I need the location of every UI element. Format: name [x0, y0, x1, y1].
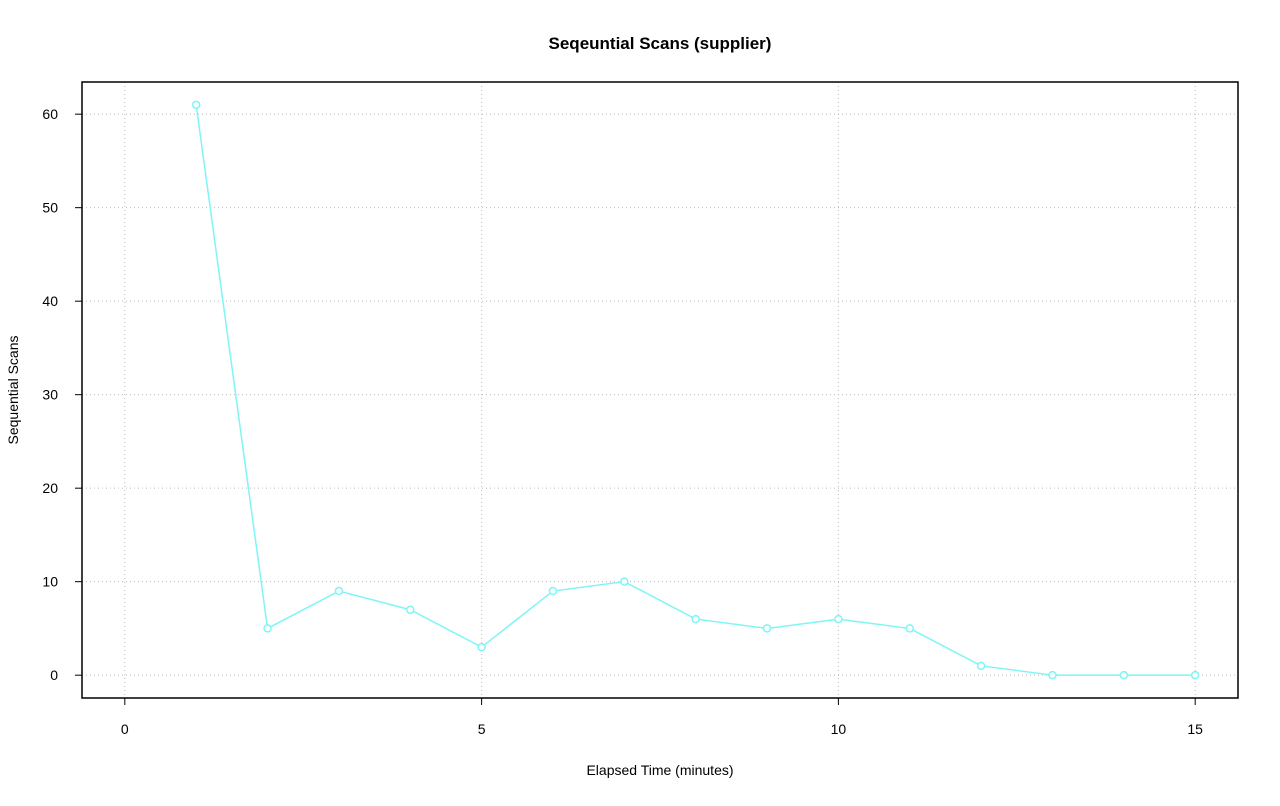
- point: [762, 624, 772, 633]
- point: [548, 586, 558, 596]
- y-tick-label: 30: [42, 387, 58, 403]
- point: [620, 577, 629, 586]
- line: [195, 104, 1196, 676]
- point: [1048, 670, 1057, 680]
- y-axis-label: Sequential Scans: [5, 336, 21, 445]
- point: [477, 642, 486, 652]
- point: [1190, 670, 1200, 680]
- x-tick-label: 5: [478, 721, 486, 737]
- x-tick-label: 15: [1187, 721, 1203, 737]
- point: [976, 661, 986, 671]
- y-tick-label: 20: [42, 480, 58, 496]
- y-tick-label: 0: [50, 667, 58, 683]
- point: [334, 586, 344, 596]
- x-axis-label: Elapsed Time (minutes): [586, 762, 733, 778]
- plot-frame: [81, 81, 1239, 699]
- y-tick-label: 50: [42, 200, 58, 216]
- x-tick-label: 10: [831, 721, 847, 737]
- point: [263, 624, 272, 633]
- y-tick-label: 10: [42, 574, 58, 590]
- point: [1119, 670, 1129, 680]
- y-tick-label: 60: [42, 106, 58, 122]
- y-tick-label: 40: [42, 293, 58, 309]
- point: [905, 624, 915, 633]
- point: [191, 100, 201, 110]
- point: [405, 605, 415, 614]
- point: [834, 614, 843, 624]
- point: [691, 614, 700, 624]
- x-tick-label: 0: [121, 721, 129, 737]
- chart-title: Seqeuntial Scans (supplier): [549, 34, 772, 53]
